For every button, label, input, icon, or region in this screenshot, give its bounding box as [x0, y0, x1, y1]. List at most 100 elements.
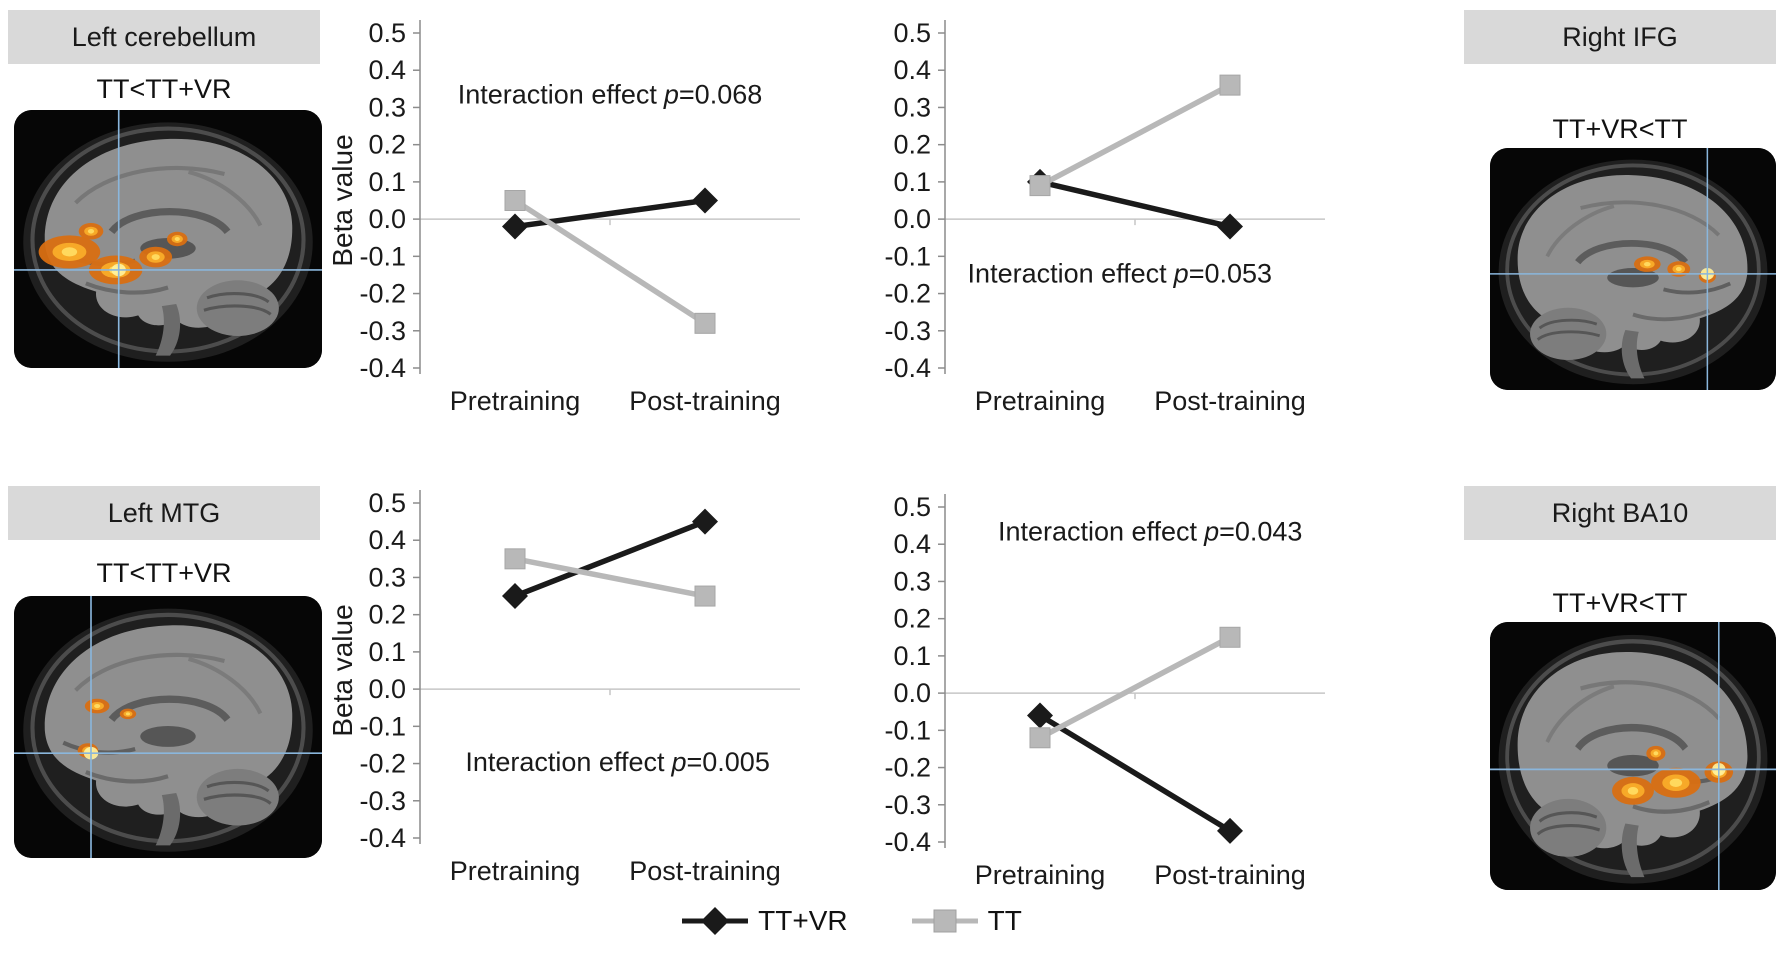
y-tick-label: -0.3 [884, 316, 931, 346]
line-chart: 0.5 0.4 0.3 0.2 0.1 0.0 -0.1 -0.2 -0.3 -0.4 Pretra… [327, 18, 800, 416]
brain-mri-svg [1490, 148, 1776, 390]
y-tick-label: 0.2 [893, 130, 931, 160]
y-tick-label: 0.4 [368, 55, 406, 85]
brain-mri-svg [14, 596, 322, 858]
x-tick-label: Pretraining [975, 386, 1106, 416]
y-tick-label: 0.1 [893, 167, 931, 197]
square-marker [1219, 74, 1241, 96]
y-tick-label: 0.0 [368, 674, 406, 704]
square-marker [1219, 626, 1241, 648]
series-line-tt [1038, 634, 1232, 741]
diamond-marker [502, 213, 528, 240]
y-tick-label: 0.4 [893, 529, 931, 559]
y-tick-label: -0.1 [884, 715, 931, 745]
chart-legend: TT+VR TT [0, 905, 1744, 937]
chart-right-ba10: 0.5 0.4 0.3 0.2 0.1 0.0 -0.1 -0.2 -0.3 -0.4 Pretra… [855, 482, 1415, 900]
brain-mri-left-mtg [14, 596, 322, 858]
y-tick-label: -0.4 [884, 827, 931, 857]
diamond-marker [692, 187, 718, 214]
y-axis-title: Beta value [330, 604, 358, 736]
square-marker [504, 548, 526, 570]
brain-mri-svg [1490, 622, 1776, 890]
contrast-label-left-mtg: TT<TT+VR [96, 558, 232, 588]
y-tick-label: -0.2 [359, 279, 406, 309]
y-tick-label: 0.1 [368, 637, 406, 667]
interaction-effect-annotation: Interaction effect p=0.068 [458, 80, 763, 110]
chart-left-mtg: 0.5 0.4 0.3 0.2 0.1 0.0 -0.1 -0.2 -0.3 -0.4 Pretra… [327, 478, 890, 896]
diamond-marker [502, 583, 528, 610]
y-tick-label: -0.4 [359, 353, 406, 383]
y-tick-label: 0.0 [368, 204, 406, 234]
region-header-right-ifg: Right IFG [1464, 10, 1776, 64]
square-marker [1029, 727, 1051, 749]
y-tick-label: 0.1 [893, 641, 931, 671]
chart-left-cerebellum: 0.5 0.4 0.3 0.2 0.1 0.0 -0.1 -0.2 -0.3 -0.4 Pretra… [327, 8, 890, 426]
y-tick-label: 0.5 [893, 492, 931, 522]
y-tick-label: 0.2 [368, 600, 406, 630]
y-tick-label: -0.4 [359, 823, 406, 853]
series-line-ttvr [1039, 179, 1231, 230]
y-tick-label: -0.4 [884, 353, 931, 383]
y-tick-label: -0.1 [359, 241, 406, 271]
series-line-tt [1038, 82, 1232, 189]
y-tick-label: -0.1 [359, 711, 406, 741]
region-header-right-ba10: Right BA10 [1464, 486, 1776, 540]
y-tick-label: 0.1 [368, 167, 406, 197]
region-header-left-mtg: Left MTG [8, 486, 320, 540]
line-chart: 0.5 0.4 0.3 0.2 0.1 0.0 -0.1 -0.2 -0.3 -0.4 Pretra… [884, 492, 1325, 890]
brain-mri-right-ba10 [1490, 622, 1776, 890]
series-line-ttvr [513, 519, 707, 599]
contrast-label-left-cerebellum: TT<TT+VR [96, 74, 232, 104]
legend-item-ttvr: TT+VR [682, 905, 848, 937]
brain-mri-svg [14, 110, 322, 368]
x-tick-label: Post-training [1154, 860, 1306, 890]
x-tick-label: Pretraining [450, 386, 581, 416]
contrast-label-right-ifg: TT+VR<TT [1552, 114, 1688, 144]
contrast-label-right-ba10: TT+VR<TT [1552, 588, 1688, 618]
square-marker [1029, 175, 1051, 197]
ttvr-diamond-marker-icon [682, 907, 749, 935]
y-axis-title: Beta value [330, 134, 358, 266]
series-line-ttvr [1038, 713, 1232, 834]
y-tick-label: -0.2 [884, 279, 931, 309]
brain-mri-left-cerebellum [14, 110, 322, 368]
x-tick-label: Post-training [629, 386, 781, 416]
square-marker [694, 585, 716, 607]
square-marker [504, 190, 526, 211]
x-tick-label: Pretraining [975, 860, 1106, 890]
interaction-effect-annotation: Interaction effect p=0.005 [465, 747, 770, 777]
y-tick-label: 0.0 [893, 204, 931, 234]
y-tick-label: -0.3 [884, 790, 931, 820]
series-line-tt [514, 556, 706, 599]
y-tick-label: -0.3 [359, 786, 406, 816]
y-tick-label: -0.2 [884, 753, 931, 783]
y-tick-label: 0.5 [893, 18, 931, 48]
y-tick-label: -0.3 [359, 316, 406, 346]
y-tick-label: -0.1 [884, 241, 931, 271]
y-tick-label: 0.5 [368, 488, 406, 518]
x-tick-label: Post-training [629, 856, 781, 886]
line-chart: 0.5 0.4 0.3 0.2 0.1 0.0 -0.1 -0.2 -0.3 -0.4 Pretra… [327, 488, 800, 886]
y-tick-label: 0.2 [893, 604, 931, 634]
x-tick-label: Post-training [1154, 386, 1306, 416]
y-tick-label: 0.4 [368, 525, 406, 555]
interaction-effect-annotation: Interaction effect p=0.043 [998, 517, 1302, 547]
legend-label-tt: TT [987, 905, 1022, 936]
y-tick-label: -0.2 [359, 749, 406, 779]
chart-right-ifg: 0.5 0.4 0.3 0.2 0.1 0.0 -0.1 -0.2 -0.3 -0.4 Pretra… [855, 8, 1415, 426]
y-tick-label: 0.4 [893, 55, 931, 85]
diamond-marker [1217, 213, 1243, 240]
series-line-tt [513, 198, 707, 326]
diamond-marker [692, 508, 718, 535]
square-marker [694, 312, 716, 334]
legend-item-tt: TT [911, 905, 1022, 937]
tt-square-marker-icon [911, 909, 978, 933]
x-tick-label: Pretraining [450, 856, 581, 886]
y-tick-label: 0.0 [893, 678, 931, 708]
y-tick-label: 0.2 [368, 130, 406, 160]
diamond-marker [1217, 817, 1243, 844]
region-header-left-cerebellum: Left cerebellum [8, 10, 320, 64]
y-tick-label: 0.3 [893, 92, 931, 122]
y-tick-label: 0.5 [368, 18, 406, 48]
